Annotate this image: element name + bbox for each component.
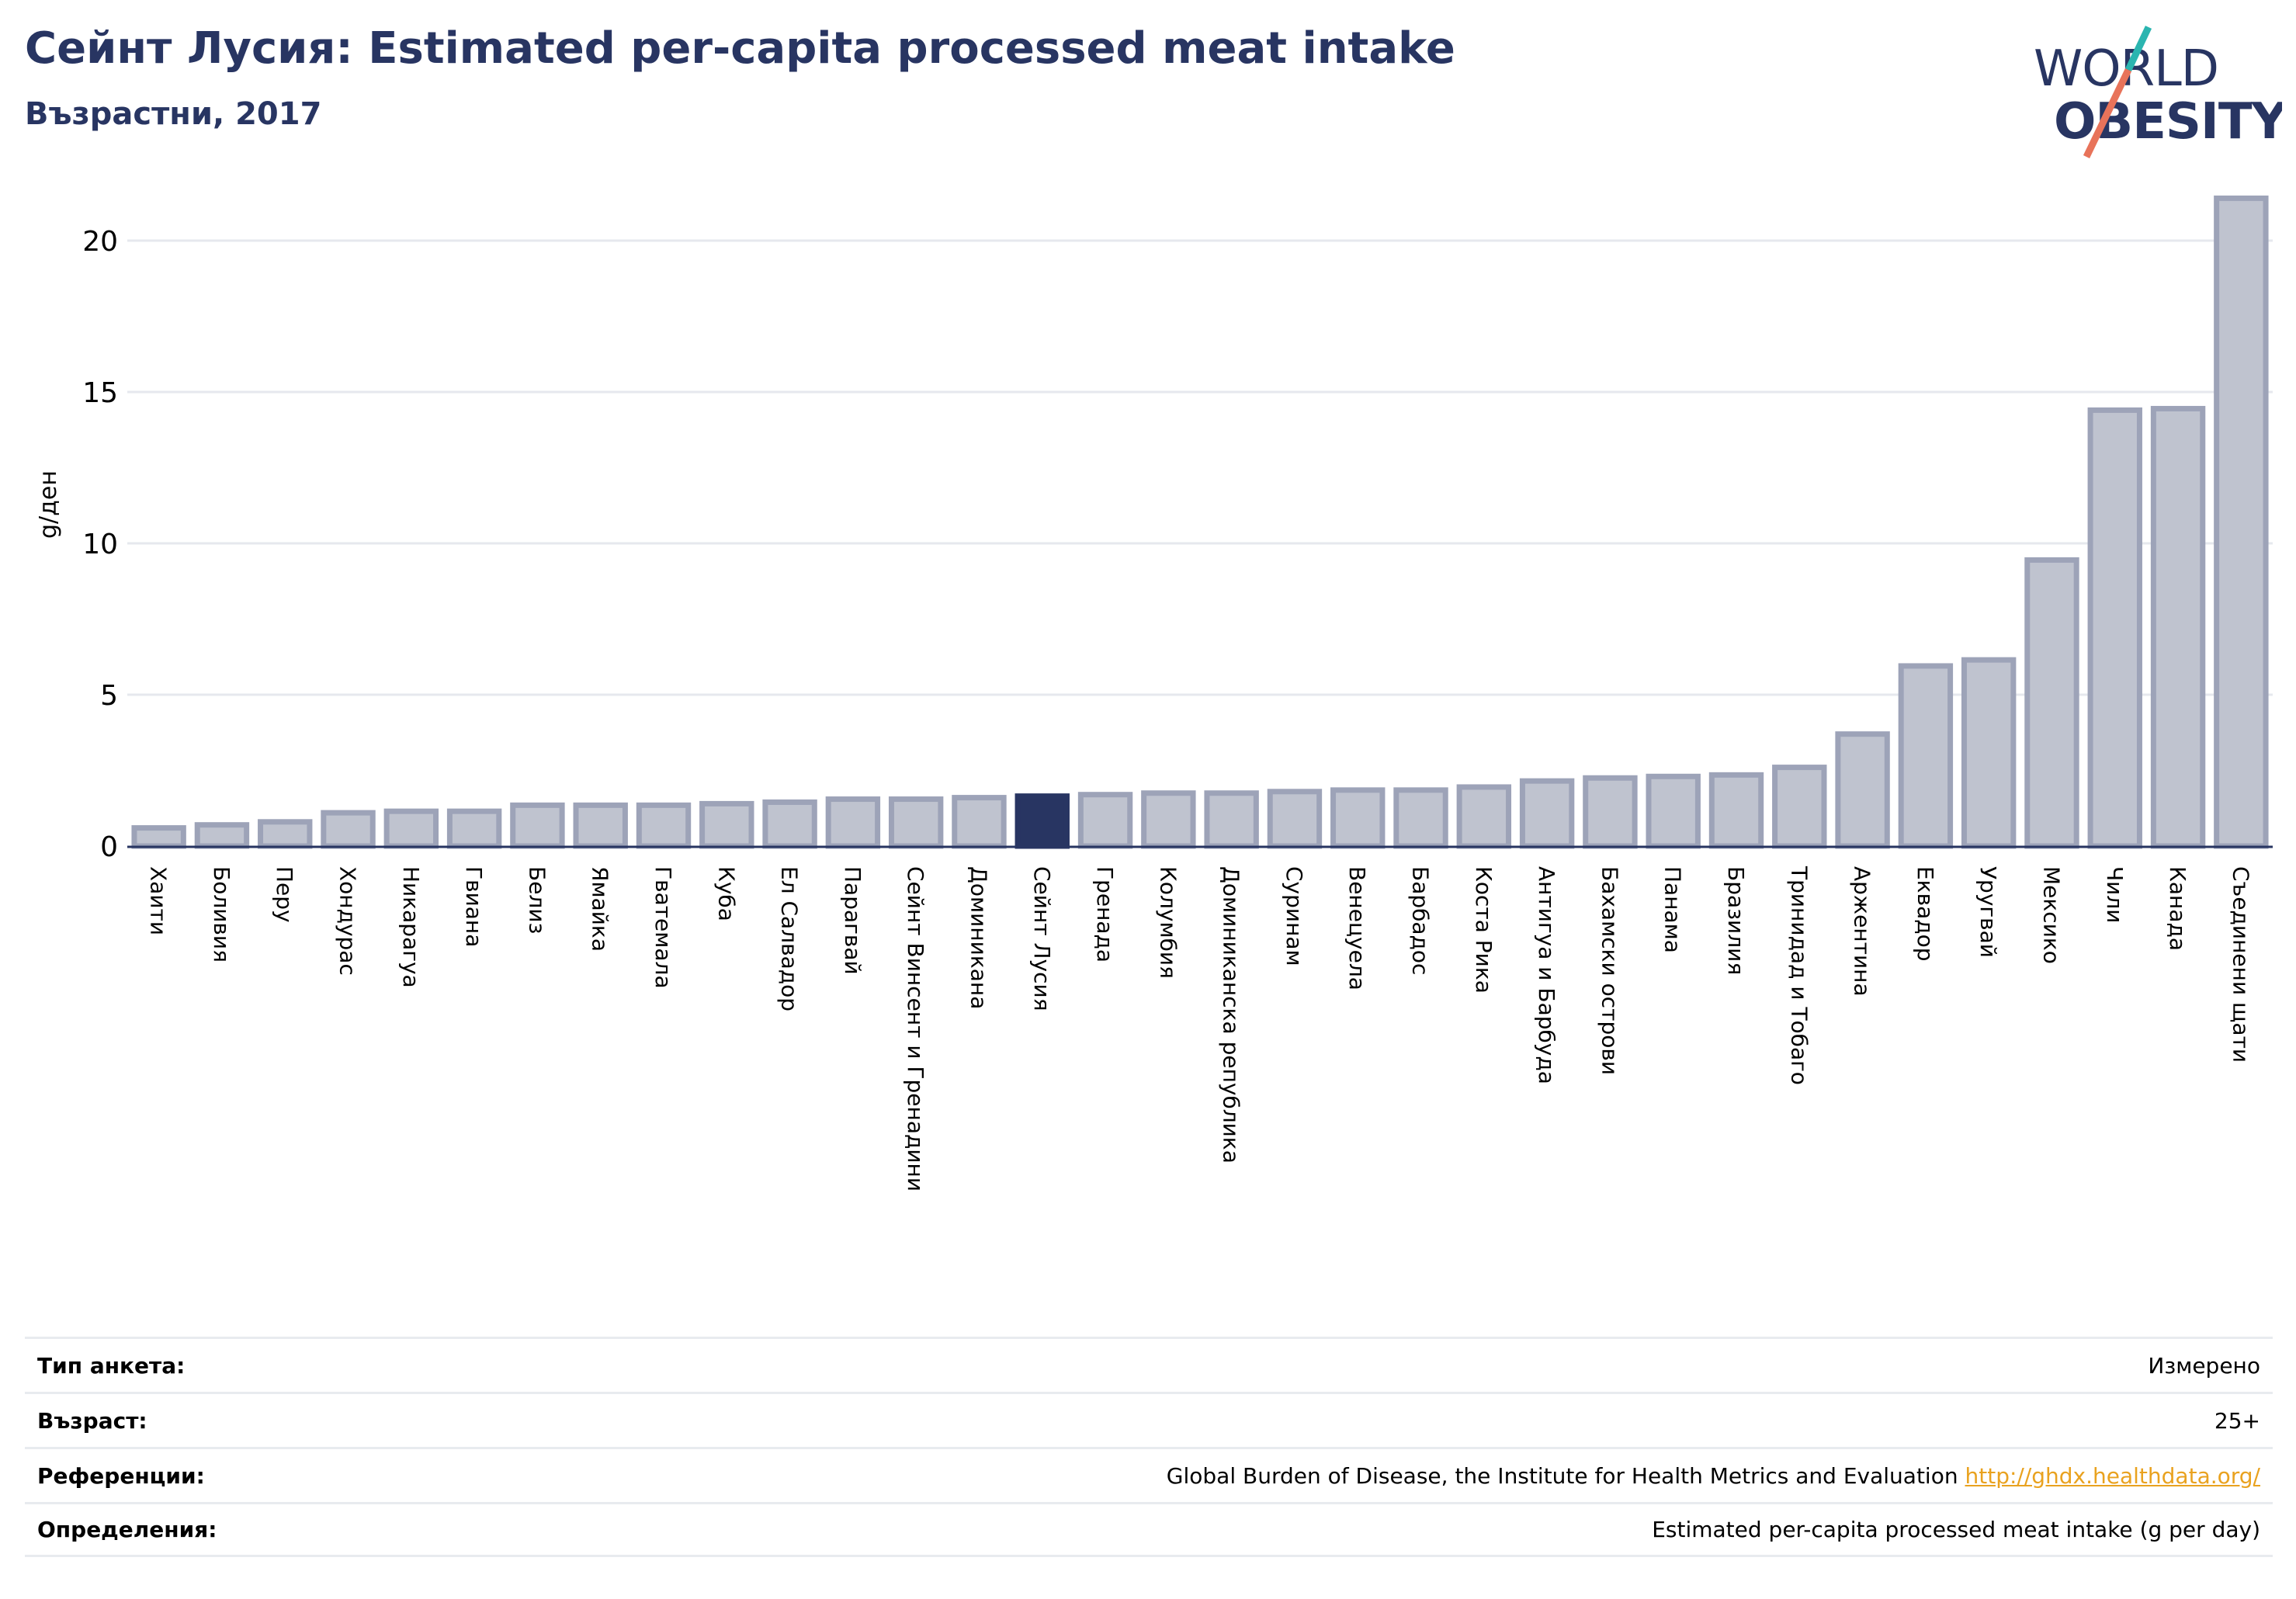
- info-value: 25+: [2214, 1407, 2260, 1434]
- bar: [1519, 778, 1575, 849]
- bar: [131, 825, 186, 849]
- bar: [258, 819, 313, 849]
- x-tick-label: Съединени щати: [2228, 866, 2253, 1063]
- y-tick-labels: 0 5 10 15 20: [82, 226, 118, 863]
- bar: [1708, 772, 1764, 849]
- bar: [699, 800, 754, 849]
- bar-chart: 0 5 10 15 20 Хаити Боливия Перу Хондурас Никараг…: [35, 195, 2273, 1191]
- y-tick-label: 15: [82, 377, 118, 409]
- bar: [510, 802, 565, 849]
- y-axis-label: g/ден: [35, 470, 62, 539]
- info-row-age: Възраст: 25+: [25, 1392, 2273, 1447]
- bar: [1141, 790, 1196, 849]
- info-table: Тип анкета: Измерено Възраст: 25+ Рефере…: [25, 1337, 2273, 1557]
- bar: [762, 799, 817, 849]
- x-tick-label: Сейнт Винсент и Гренадини: [903, 866, 928, 1191]
- x-tick-label: Сейнт Лусия: [1029, 866, 1055, 1011]
- x-tick-label: Барбадос: [1408, 866, 1434, 975]
- x-tick-label: Доминиканска република: [1219, 866, 1244, 1164]
- x-tick-label: Хаити: [146, 866, 172, 935]
- info-value: Estimated per-capita processed meat inta…: [1652, 1517, 2260, 1542]
- bars: [131, 195, 2269, 849]
- y-tick-label: 0: [100, 831, 118, 863]
- x-tick-label: Доминикана: [966, 866, 991, 1009]
- x-tick-label: Белиз: [524, 866, 550, 934]
- x-tick-label: Бахамски острови: [1597, 866, 1622, 1075]
- x-tick-label: Колумбия: [1155, 866, 1181, 979]
- x-tick-label: Канада: [2165, 866, 2190, 951]
- bar: [1077, 792, 1133, 849]
- x-tick-label: Бразилия: [1723, 866, 1749, 975]
- x-tick-label: Гренада: [1092, 866, 1118, 963]
- x-tick-label: Чили: [2102, 866, 2128, 924]
- y-tick-label: 10: [82, 529, 118, 560]
- x-tick-label: Боливия: [209, 866, 234, 963]
- bar: [2024, 557, 2079, 849]
- bar: [194, 822, 250, 849]
- info-label: Референции:: [37, 1462, 205, 1489]
- bar: [1456, 784, 1512, 849]
- bar: [1204, 790, 1259, 849]
- bar: [2214, 195, 2269, 849]
- x-tick-labels: Хаити Боливия Перу Хондурас Никарагуа Гвиана Б…: [146, 865, 2254, 1191]
- x-tick-label: Антигуа и Барбуда: [1534, 866, 1559, 1084]
- bar: [636, 802, 692, 849]
- bar: [825, 796, 881, 849]
- bar: [1961, 657, 2017, 849]
- chart-subtitle: Възрастни, 2017: [25, 96, 322, 132]
- x-tick-label: Аржентина: [1850, 866, 1875, 997]
- bar: [1330, 787, 1386, 849]
- x-tick-label: Панама: [1660, 866, 1686, 953]
- x-tick-label: Ямайка: [588, 866, 613, 952]
- bar: [1393, 787, 1448, 849]
- x-tick-label: Парагвай: [840, 866, 865, 975]
- reference-link[interactable]: http://ghdx.healthdata.org/: [1965, 1462, 2260, 1489]
- bar: [1772, 765, 1827, 849]
- x-tick-label: Еквадор: [1913, 866, 1938, 962]
- bar: [573, 802, 628, 849]
- x-tick-label: Гватемала: [650, 866, 676, 989]
- x-tick-label: Мексико: [2038, 866, 2064, 964]
- info-value: Измерено: [2148, 1352, 2260, 1379]
- info-row-definitions: Определения: Estimated per-capita proces…: [25, 1502, 2273, 1557]
- bar: [446, 808, 502, 849]
- x-tick-label: Гвиана: [461, 866, 487, 947]
- info-label: Възраст:: [37, 1407, 147, 1434]
- y-tick-label: 20: [82, 226, 118, 258]
- info-value: Global Burden of Disease, the Institute …: [1166, 1462, 1965, 1489]
- info-value-wrapper: Global Burden of Disease, the Institute …: [1167, 1463, 2260, 1489]
- bar: [1267, 789, 1323, 849]
- x-tick-label: Тринидад и Тобаго: [1786, 865, 1812, 1085]
- bar: [1646, 773, 1701, 849]
- bar-highlighted: [1014, 793, 1070, 849]
- x-tick-label: Коста Рика: [1471, 866, 1497, 994]
- bar: [952, 795, 1007, 849]
- grid-lines: [127, 239, 2273, 696]
- bar: [2150, 405, 2206, 849]
- x-tick-label: Хондурас: [335, 866, 361, 976]
- x-tick-label: Ел Салвадор: [777, 866, 803, 1011]
- x-tick-label: Суринам: [1282, 866, 1307, 966]
- info-row-references: Референции: Global Burden of Disease, th…: [25, 1447, 2273, 1502]
- bar: [321, 810, 376, 849]
- x-tick-label: Перу: [272, 866, 297, 923]
- bar: [1898, 663, 1954, 849]
- x-tick-label: Никарагуа: [398, 866, 424, 988]
- chart-title: Сейнт Лусия: Estimated per-capita proces…: [25, 23, 1455, 74]
- world-obesity-logo: WORLD OBESITY: [2034, 26, 2282, 158]
- bar: [1583, 775, 1638, 849]
- x-tick-label: Венецуела: [1344, 866, 1370, 990]
- bar: [2087, 407, 2142, 849]
- y-tick-label: 5: [100, 680, 118, 712]
- x-tick-label: Уругвай: [1975, 866, 2001, 958]
- bar: [1835, 731, 1890, 849]
- info-label: Тип анкета:: [37, 1352, 186, 1379]
- info-row-survey-type: Тип анкета: Измерено: [25, 1337, 2273, 1392]
- logo-slash-bottom: [2083, 68, 2132, 158]
- bar: [888, 796, 944, 849]
- info-label: Определения:: [37, 1517, 217, 1542]
- x-tick-label: Куба: [713, 866, 739, 921]
- bar: [383, 808, 439, 849]
- logo-slash-top: [2124, 26, 2152, 71]
